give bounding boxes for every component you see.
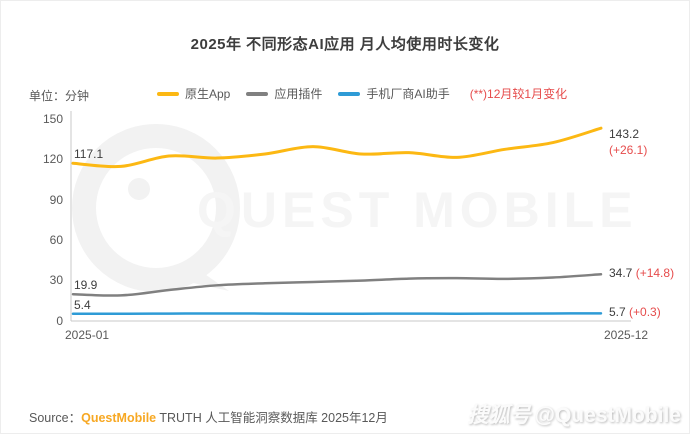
ytick-60: 60 [49,233,63,247]
ytick-90: 90 [49,193,63,207]
corner-watermark: 搜狐号 @QuestMobile [468,399,682,429]
source-brand: QuestMobile [81,411,157,425]
start-value-2: 5.4 [74,297,91,312]
series-line-0 [71,126,603,169]
ytick-150: 150 [42,112,63,126]
end-value-2: 5.7 (+0.3) [609,305,661,320]
legend-label: 应用插件 [274,87,323,101]
legend-dash-icon [246,91,269,96]
page-title: 2025年 不同形态AI应用 月人均使用时长变化 [190,36,500,53]
legend-item-app-plugin: 应用插件 [246,85,322,102]
xlabel-start: 2025-01 [65,328,110,342]
legend-label: 手机厂商AI助手 [366,87,450,101]
questmobile-logo-watermark [72,124,240,292]
series-line-1 [71,273,603,297]
legend-delta-note: (**)12月较1月变化 [469,87,568,101]
unit-label: 单位：分钟 [29,89,90,103]
ytick-120: 120 [42,152,63,166]
ytick-30: 30 [49,273,63,287]
questmobile-text-watermark: QUEST MOBILE [197,182,638,238]
source-suffix: TRUTH 人工智能洞察数据库 2025年12月 [156,411,388,425]
source-prefix: Source： [29,411,82,425]
end-delta-0: (+26.1) [609,143,648,158]
legend-dash-icon [338,91,361,96]
legend-dash-icon [157,91,179,96]
start-value-0: 117.1 [74,147,104,162]
end-value-1: 34.7 (+14.8) [609,266,675,281]
source-note: Source：QuestMobile TRUTH 人工智能洞察数据库 2025年… [29,407,388,426]
corner-watermark-cn: 搜狐号 [467,404,531,427]
xlabel-end: 2025-12 [604,328,649,342]
legend-item-native-app: 原生App [157,85,230,102]
ytick-0: 0 [56,314,63,328]
end-value-0: 143.2 [609,127,640,142]
legend-item-phone-ai-assistant: 手机厂商AI助手 [338,85,450,102]
corner-watermark-handle: @QuestMobile [534,404,682,427]
legend-label: 原生App [185,87,231,101]
start-value-1: 19.9 [74,278,98,293]
line-chart [70,111,631,322]
legend: 原生App 应用插件 手机厂商AI助手 (**)12月较1月变化 [157,85,567,102]
